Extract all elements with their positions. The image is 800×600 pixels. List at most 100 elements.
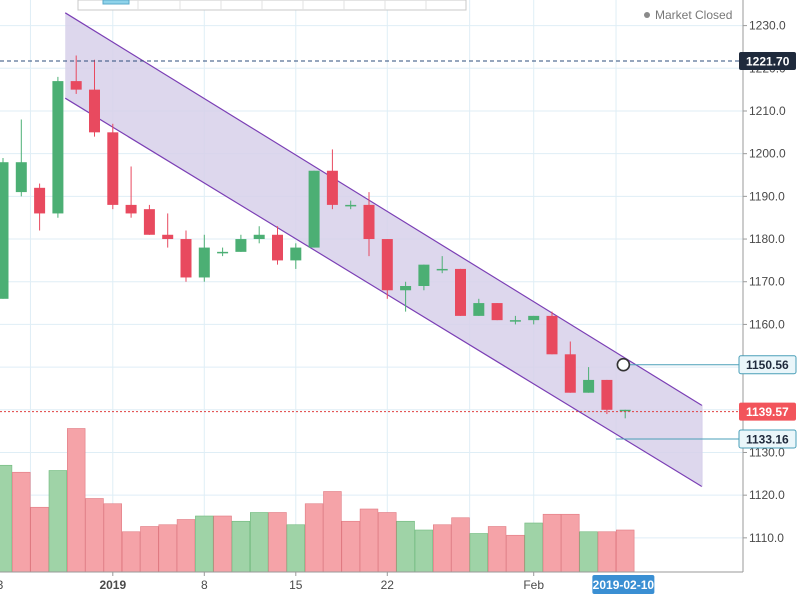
candle-body [473, 303, 485, 316]
candle [143, 204, 155, 235]
volume-bar [176, 519, 196, 573]
candle-body [601, 379, 613, 410]
y-tick-label: 1160.0 [749, 317, 785, 331]
candle-body [162, 234, 174, 240]
volume-bar [341, 520, 360, 573]
candle [564, 341, 576, 393]
volume-bar [103, 503, 123, 573]
volume-bar [30, 506, 49, 573]
x-tick-label: 23 [0, 578, 4, 592]
candle [253, 226, 265, 244]
candle [52, 76, 64, 218]
volume-bar [268, 512, 287, 573]
y-tick-label: 1170.0 [749, 275, 785, 289]
y-tick-label: 1230.0 [749, 19, 786, 33]
volume-bar [414, 529, 434, 573]
candle [546, 311, 558, 355]
candle-body [0, 162, 9, 299]
candle [363, 192, 375, 257]
candle [235, 234, 247, 252]
volume-bar [12, 471, 31, 573]
candle-body [619, 409, 631, 412]
candle-body [235, 239, 247, 252]
volume-bar [67, 428, 86, 573]
y-tick-label: 1190.0 [749, 189, 785, 203]
candle-body [34, 187, 46, 214]
candle-body [70, 81, 82, 90]
x-tick-label: 15 [289, 578, 303, 592]
x-tick-label: 22 [381, 578, 395, 592]
volume-bar [323, 491, 342, 573]
candle [509, 315, 521, 325]
candle-body [345, 204, 357, 207]
candle [381, 239, 393, 299]
candle [601, 379, 613, 415]
volume-bar [85, 498, 104, 573]
candle-body [125, 204, 137, 214]
candle-body [15, 162, 27, 193]
candle-body [546, 315, 558, 355]
candle [162, 213, 174, 248]
candle [272, 226, 283, 265]
volume-bars [0, 428, 635, 573]
candle-body [436, 268, 448, 271]
volume-bar [378, 512, 397, 573]
price-tag [739, 52, 796, 71]
candle [436, 256, 448, 274]
candle [15, 119, 27, 197]
candle-body [564, 354, 576, 393]
channel-upper-line [64, 12, 703, 407]
volume-bar [469, 533, 488, 573]
price-tag [739, 402, 796, 421]
candle [125, 166, 137, 218]
toolbar-strip [77, 0, 467, 11]
candle [180, 230, 192, 282]
volume-bar [359, 508, 379, 573]
market-status-label: Market Closed [655, 8, 732, 22]
volume-bar [158, 524, 177, 573]
market-status: Market Closed [644, 8, 732, 22]
drawing-price-tag-label: 1133.16 [746, 432, 789, 446]
price-level-lines [0, 60, 743, 413]
price-tag-label: 1221.70 [746, 55, 790, 69]
volume-bar [432, 524, 452, 573]
y-tick-label: 1210.0 [749, 104, 786, 118]
volume-bar [615, 529, 635, 573]
candle-body [583, 379, 595, 393]
volume-bar [524, 522, 543, 573]
x-tick-label: Feb [523, 578, 544, 592]
overlays: 1221.70 1139.57 1150.56 1133.16 2019-02-10 [592, 52, 797, 594]
candle-body [381, 239, 393, 291]
channel-lower-line [64, 97, 703, 488]
cursor-date-label: 2019-02-10 [593, 578, 655, 592]
candle-body [253, 234, 265, 240]
y-tick-label: 1200.0 [749, 147, 786, 161]
candle [217, 247, 229, 257]
candle-body [217, 251, 229, 254]
price-tag-label: 1139.57 [746, 405, 789, 419]
candle [34, 183, 46, 231]
candle [491, 303, 503, 321]
status-dot-icon [644, 12, 650, 18]
candle-body [363, 204, 375, 240]
candle-body [308, 170, 320, 248]
candle-body [290, 247, 302, 261]
candle [528, 315, 540, 325]
volume-bar [286, 524, 305, 573]
candle-body [52, 81, 64, 214]
volume-bar [561, 513, 580, 573]
volume-bar [542, 513, 562, 573]
candle-body [143, 209, 155, 235]
drawing-price-tag [738, 429, 797, 449]
y-tick-label: 1130.0 [749, 445, 785, 459]
candle-body [272, 234, 283, 261]
toolbar-swatch[interactable] [102, 0, 130, 5]
volume-bar [231, 520, 251, 573]
y-tick-label: 1110.0 [749, 531, 784, 545]
candle [308, 170, 320, 248]
candle-body [455, 268, 466, 316]
x-tick-label: 2019 [99, 578, 126, 592]
drawing-price-tag [738, 355, 797, 375]
candle [198, 234, 210, 282]
